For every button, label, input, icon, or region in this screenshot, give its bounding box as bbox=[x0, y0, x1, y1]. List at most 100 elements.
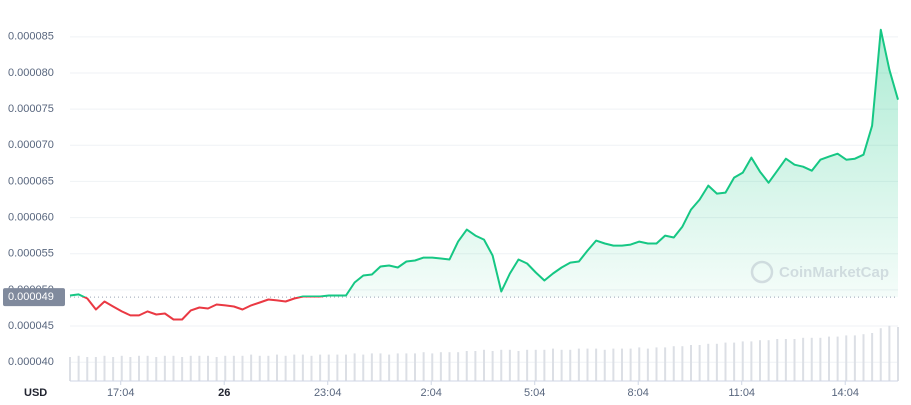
volume-bar bbox=[690, 345, 692, 381]
volume-bar bbox=[500, 349, 503, 381]
volume-bar bbox=[552, 348, 554, 381]
volume-bar bbox=[327, 354, 330, 381]
volume-bar bbox=[362, 354, 365, 381]
volume-bar bbox=[284, 355, 287, 381]
volume-bar bbox=[655, 347, 658, 381]
volume-bar bbox=[595, 348, 598, 381]
volume-bar bbox=[396, 353, 399, 381]
y-tick-label: 0.000045 bbox=[8, 320, 54, 332]
volume-bar bbox=[181, 357, 184, 381]
volume-bar bbox=[379, 353, 382, 381]
volume-bar bbox=[112, 357, 115, 381]
volume-bar bbox=[250, 354, 253, 381]
volume-bar bbox=[543, 349, 546, 381]
volume-bar bbox=[802, 337, 805, 381]
volume-bar bbox=[94, 357, 97, 381]
y-tick-label: 0.000065 bbox=[8, 175, 54, 187]
volume-bar bbox=[431, 353, 434, 381]
volume-bar bbox=[836, 336, 839, 381]
volume-bar bbox=[422, 352, 425, 381]
volume-bar bbox=[336, 354, 339, 381]
volume-bar bbox=[603, 349, 606, 381]
volume-bar bbox=[888, 325, 891, 381]
x-tick-label: 2:04 bbox=[421, 387, 442, 399]
volume-bar bbox=[120, 355, 123, 381]
volume-bar bbox=[810, 337, 813, 381]
volume-bar bbox=[586, 348, 589, 381]
volume-bar bbox=[741, 341, 744, 381]
volume-bar bbox=[845, 335, 848, 381]
volume-bar bbox=[189, 355, 192, 381]
volume-bar bbox=[664, 347, 667, 381]
volume-bar bbox=[146, 355, 149, 381]
x-tick-label: 14:04 bbox=[831, 387, 859, 399]
volume-bar bbox=[474, 351, 477, 381]
volume-bar bbox=[215, 357, 218, 381]
volume-bar bbox=[301, 354, 304, 381]
volume-bar bbox=[560, 349, 563, 381]
volume-bar bbox=[577, 348, 580, 381]
volume-bar bbox=[439, 352, 442, 381]
volume-bar bbox=[897, 327, 899, 381]
volume-bar bbox=[853, 335, 856, 381]
volume-bar bbox=[370, 353, 373, 381]
volume-bar bbox=[483, 349, 485, 381]
baseline-label-box bbox=[3, 288, 65, 307]
volume-bar bbox=[69, 357, 71, 381]
volume-bar bbox=[388, 354, 391, 381]
volume-bar bbox=[698, 345, 701, 381]
volume-bar bbox=[198, 355, 201, 381]
volume-bar bbox=[629, 348, 632, 381]
volume-bar bbox=[862, 334, 865, 381]
volume-bar bbox=[819, 337, 822, 381]
x-tick-label: 11:04 bbox=[728, 387, 755, 399]
y-tick-label: 0.000040 bbox=[8, 356, 54, 368]
volume-bar bbox=[258, 355, 261, 381]
volume-bar bbox=[491, 351, 494, 381]
volume-bar bbox=[724, 342, 727, 381]
volume-bar bbox=[672, 346, 675, 381]
y-tick-label: 0.000070 bbox=[8, 139, 54, 151]
volume-bar bbox=[319, 354, 322, 381]
volume-bar bbox=[621, 348, 623, 381]
volume-bar bbox=[103, 355, 106, 381]
volume-bar bbox=[448, 352, 451, 381]
volume-bar bbox=[707, 343, 710, 381]
volume-bar bbox=[267, 355, 270, 381]
x-tick-label: 26 bbox=[218, 387, 230, 399]
volume-bar bbox=[414, 353, 416, 381]
y-tick-label: 0.000085 bbox=[8, 31, 54, 43]
watermark: CoinMarketCap bbox=[750, 260, 889, 284]
volume-bar bbox=[77, 355, 80, 381]
volume-bar bbox=[224, 355, 227, 381]
volume-bar bbox=[138, 355, 140, 381]
volume-bar bbox=[793, 339, 796, 381]
volume-bar bbox=[86, 357, 89, 381]
volume-bar bbox=[776, 339, 779, 381]
volume-bar bbox=[759, 340, 761, 381]
volume-bar bbox=[646, 348, 649, 381]
volume-bar bbox=[207, 355, 209, 381]
price-line bbox=[69, 28, 899, 321]
volume-bar bbox=[276, 354, 278, 381]
volume-bar bbox=[353, 353, 356, 381]
volume-bar bbox=[293, 354, 296, 381]
volume-bar bbox=[828, 336, 830, 381]
x-tick-label: 17:04 bbox=[107, 387, 135, 399]
volume-bar bbox=[526, 349, 529, 381]
volume-bars bbox=[69, 325, 899, 381]
volume-bar bbox=[232, 355, 235, 381]
volume-bar bbox=[517, 351, 520, 381]
volume-bar bbox=[733, 342, 736, 381]
volume-bar bbox=[345, 354, 347, 381]
volume-bar bbox=[638, 347, 641, 381]
volume-bar bbox=[465, 351, 468, 381]
volume-bar bbox=[163, 355, 166, 381]
volume-bar bbox=[715, 343, 718, 381]
baseline-label: 0.000049 bbox=[8, 291, 54, 303]
price-area bbox=[70, 29, 898, 298]
currency-label: USD bbox=[24, 387, 47, 399]
y-tick-label: 0.000075 bbox=[8, 103, 54, 115]
x-tick-label: 5:04 bbox=[524, 387, 545, 399]
